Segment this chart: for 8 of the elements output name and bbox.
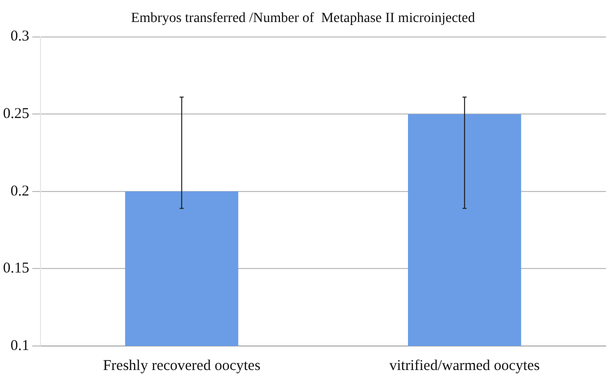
y-tick-label: 0.15 xyxy=(3,260,30,277)
x-tick-label: Freshly recovered oocytes xyxy=(102,358,261,374)
y-tick-label: 0.3 xyxy=(10,28,30,45)
y-tick-label: 0.25 xyxy=(3,106,30,122)
x-tick-label: vitrified/warmed oocytes xyxy=(389,358,540,374)
y-tick-label: 0.2 xyxy=(10,183,30,200)
y-tick-label: 0.1 xyxy=(10,338,30,354)
chart-title: Embryos transferred /Number of Metaphase II microinjected xyxy=(130,11,476,26)
